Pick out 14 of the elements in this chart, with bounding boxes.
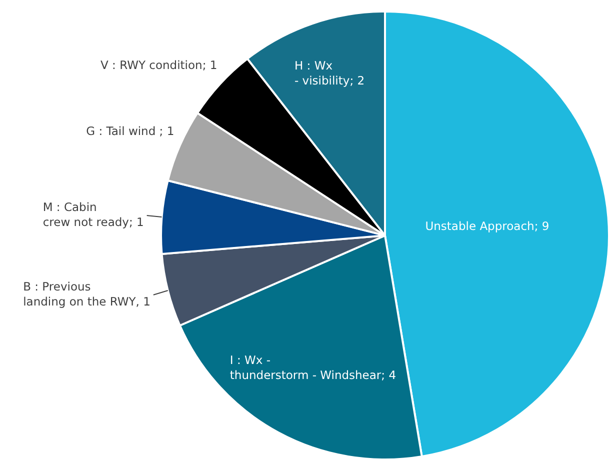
data-label: ; 1 <box>156 124 174 138</box>
slice-label: V : RWY condition <box>100 58 202 72</box>
data-label: ; 2 <box>350 73 365 88</box>
data-label: ; 9 <box>534 219 550 234</box>
slice-label: H : Wx - visibility <box>294 58 350 88</box>
data-label: , 1 <box>136 294 150 308</box>
slice-label: Unstable Approach <box>425 219 534 234</box>
data-label: ; 1 <box>128 215 144 229</box>
slice-label: M : Cabin crew not ready <box>42 200 130 229</box>
slice-label: B : Previous landing on the RWY <box>23 279 137 308</box>
slice-label: I : Wx - thunderstorm - Windshear <box>230 353 382 382</box>
data-label: ; 1 <box>202 58 218 72</box>
data-label: ; 4 <box>381 368 396 382</box>
slice-label: G : Tail wind <box>86 124 156 138</box>
